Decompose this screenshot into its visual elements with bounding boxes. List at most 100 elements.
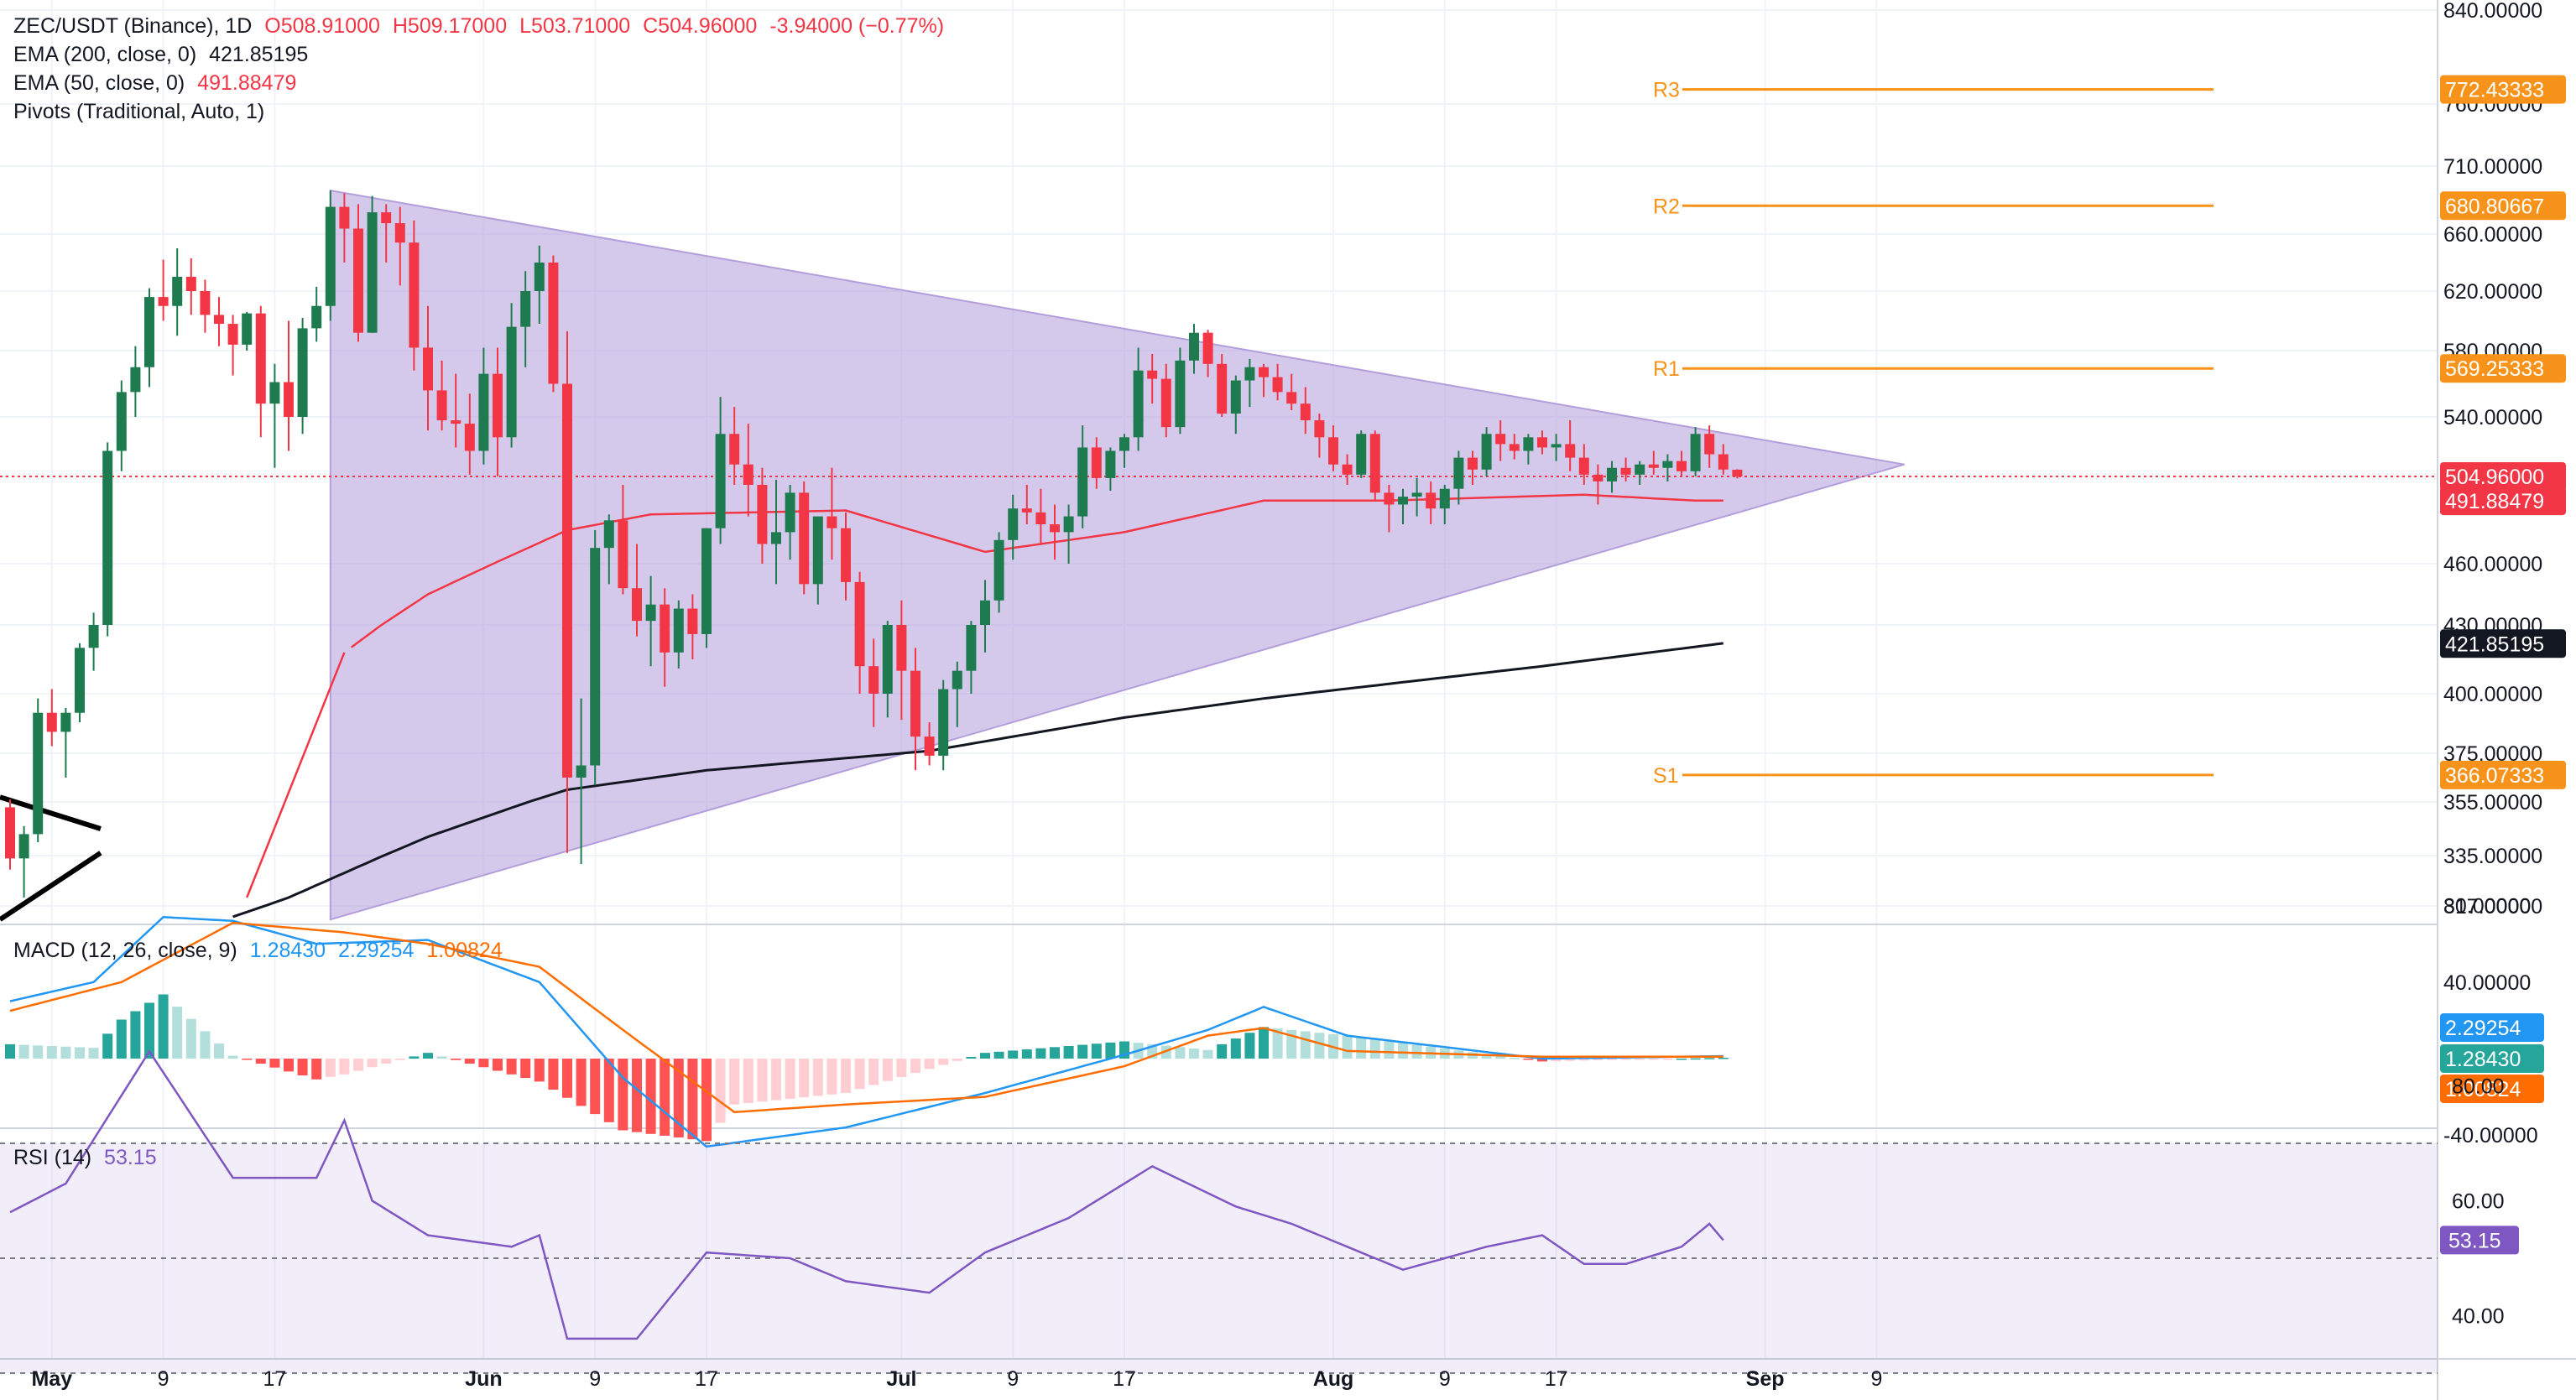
candle-body[interactable] <box>1732 469 1743 476</box>
rsi-legend[interactable]: RSI (14) 53.15 <box>13 1143 157 1172</box>
candle-body[interactable] <box>214 315 224 325</box>
candle-body[interactable] <box>1593 474 1603 481</box>
candle-body[interactable] <box>1481 434 1492 470</box>
candle-body[interactable] <box>1439 488 1450 509</box>
candle-body[interactable] <box>632 588 642 622</box>
macd-line[interactable] <box>9 916 1723 1148</box>
candle-body[interactable] <box>493 373 503 438</box>
candle-body[interactable] <box>325 206 336 306</box>
candle-body[interactable] <box>1244 367 1255 381</box>
candle-body[interactable] <box>1286 392 1297 404</box>
candle-body[interactable] <box>242 313 253 345</box>
candle-body[interactable] <box>910 670 920 737</box>
candle-body[interactable] <box>743 464 754 485</box>
candle-body[interactable] <box>729 434 740 465</box>
candle-body[interactable] <box>102 450 113 626</box>
candle-body[interactable] <box>1133 370 1144 438</box>
candle-body[interactable] <box>1091 447 1102 478</box>
macd-signal-line[interactable] <box>9 921 1723 1114</box>
candle-body[interactable] <box>980 600 990 625</box>
candle-body[interactable] <box>562 383 572 778</box>
candle-body[interactable] <box>1648 464 1659 468</box>
candle-body[interactable] <box>673 608 684 653</box>
candle-body[interactable] <box>966 625 977 671</box>
candle-body[interactable] <box>200 291 211 315</box>
candle-body[interactable] <box>255 313 266 404</box>
candle-body[interactable] <box>339 206 350 229</box>
candle-body[interactable] <box>1063 516 1074 533</box>
candle-body[interactable] <box>1077 447 1088 517</box>
candle-body[interactable] <box>868 666 879 694</box>
candle-body[interactable] <box>1272 377 1283 393</box>
candle-body[interactable] <box>1230 380 1241 414</box>
candle-body[interactable] <box>1676 461 1687 471</box>
candle-body[interactable] <box>1551 444 1562 448</box>
candle-body[interactable] <box>75 648 85 713</box>
candle-body[interactable] <box>394 223 405 243</box>
candle-body[interactable] <box>46 712 57 732</box>
candle-body[interactable] <box>1620 467 1631 475</box>
candle-body[interactable] <box>771 532 781 544</box>
candle-body[interactable] <box>1160 378 1171 428</box>
candle-body[interactable] <box>423 347 433 391</box>
candle-body[interactable] <box>1453 457 1464 489</box>
candle-body[interactable] <box>1635 464 1645 475</box>
candle-body[interactable] <box>660 604 670 653</box>
legend-pivots-row[interactable]: Pivots (Traditional, Auto, 1) <box>13 97 944 126</box>
candle-body[interactable] <box>1468 457 1478 470</box>
candle-body[interactable] <box>1035 512 1046 524</box>
candle-body[interactable] <box>1704 434 1715 455</box>
candle-body[interactable] <box>520 291 531 327</box>
legend-ema50-row[interactable]: EMA (50, close, 0) 491.88479 <box>13 69 944 97</box>
ema200-line[interactable] <box>232 642 1723 919</box>
ema50-line[interactable] <box>350 493 1723 648</box>
candle-body[interactable] <box>297 328 308 417</box>
candle-body[interactable] <box>409 242 420 348</box>
rsi-line[interactable] <box>9 1049 1724 1340</box>
candle-body[interactable] <box>5 807 15 859</box>
candle-body[interactable] <box>924 736 935 756</box>
macd-legend[interactable]: MACD (12, 26, close, 9) 1.28430 2.29254 … <box>13 936 503 965</box>
symmetrical-triangle-drawing[interactable] <box>329 189 1905 921</box>
candle-body[interactable] <box>938 689 949 756</box>
candle-body[interactable] <box>1398 497 1408 505</box>
candle-body[interactable] <box>827 516 837 528</box>
candle-body[interactable] <box>854 581 865 667</box>
candle-body[interactable] <box>841 528 851 582</box>
candle-body[interactable] <box>952 670 962 690</box>
candle-body[interactable] <box>896 625 907 671</box>
candle-body[interactable] <box>464 424 475 451</box>
candle-body[interactable] <box>1021 508 1032 513</box>
candle-body[interactable] <box>1411 492 1422 497</box>
candle-body[interactable] <box>1356 434 1367 475</box>
candle-body[interactable] <box>1105 450 1116 478</box>
candle-body[interactable] <box>185 277 196 291</box>
candle-body[interactable] <box>1217 363 1228 414</box>
candle-body[interactable] <box>353 228 363 333</box>
candle-body[interactable] <box>687 608 698 634</box>
candle-body[interactable] <box>1202 332 1213 364</box>
candle-body[interactable] <box>478 373 489 451</box>
candle-body[interactable] <box>1509 444 1520 451</box>
candle-body[interactable] <box>590 548 601 766</box>
candle-body[interactable] <box>436 390 447 421</box>
candle-body[interactable] <box>618 520 628 589</box>
candle-body[interactable] <box>715 434 726 528</box>
candle-body[interactable] <box>144 297 154 367</box>
candle-body[interactable] <box>33 712 44 835</box>
trendline-lower[interactable] <box>0 851 102 922</box>
candle-body[interactable] <box>116 392 127 451</box>
candle-body[interactable] <box>1607 467 1617 481</box>
candle-body[interactable] <box>284 382 294 417</box>
legend-symbol[interactable]: ZEC/USDT (Binance), 1D <box>13 14 253 38</box>
candle-body[interactable] <box>506 326 517 438</box>
candle-body[interactable] <box>1565 444 1576 458</box>
candle-body[interactable] <box>534 263 545 291</box>
candle-body[interactable] <box>701 528 712 634</box>
candle-body[interactable] <box>1342 464 1353 475</box>
candle-body[interactable] <box>1537 437 1547 448</box>
candle-body[interactable] <box>1259 367 1269 377</box>
candle-body[interactable] <box>882 625 893 694</box>
candle-body[interactable] <box>603 520 614 549</box>
candle-body[interactable] <box>367 212 378 333</box>
